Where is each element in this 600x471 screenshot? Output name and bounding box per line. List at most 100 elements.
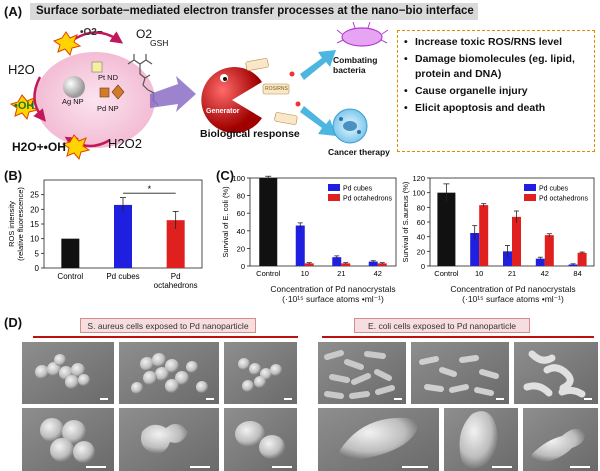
bar bbox=[503, 251, 512, 266]
x-tick-label: 42 bbox=[541, 269, 549, 278]
y-axis-label: Survival of S.aureus (%) bbox=[401, 181, 410, 262]
label-h2o-top: H2O bbox=[8, 62, 35, 77]
sem-ecoli-6 bbox=[523, 408, 598, 471]
effect-item: • Elicit apoptosis and death bbox=[404, 102, 546, 114]
x-tick-label: 10 bbox=[301, 269, 309, 278]
nano-bio-interface-region bbox=[35, 52, 155, 148]
bar bbox=[166, 220, 185, 268]
arrow-oh bbox=[33, 76, 46, 122]
y-tick-label: 120 bbox=[412, 174, 425, 183]
oh-radical-burst-icon bbox=[9, 94, 39, 121]
y-tick-label: 20 bbox=[30, 205, 39, 214]
y-tick-label: 25 bbox=[30, 191, 39, 200]
x-tick-label: Control bbox=[57, 272, 83, 281]
oh-radical-burst-icon-bottom bbox=[61, 134, 91, 161]
label-pt-nd: Pt ND bbox=[98, 73, 119, 82]
y-tick-label: 0 bbox=[241, 262, 245, 271]
legend-label: Pd octahedrons bbox=[343, 196, 393, 203]
bacteria-icon bbox=[341, 27, 383, 47]
x-tick-label: Control bbox=[256, 269, 281, 278]
y-tick-label: 80 bbox=[417, 203, 425, 212]
y-tick-label: 0 bbox=[35, 264, 40, 273]
effect-item: • Increase toxic ROS/RNS level bbox=[404, 36, 563, 48]
sem-ecoli-4 bbox=[318, 408, 439, 471]
bar bbox=[61, 238, 80, 268]
y-tick-label: 0 bbox=[421, 262, 425, 271]
panel-a-title: Surface sorbate−mediated electron transf… bbox=[30, 3, 478, 20]
bar bbox=[470, 233, 480, 266]
y-axis-label: ROS intensity(relative fluorescence) bbox=[7, 187, 25, 261]
y-tick-label: 20 bbox=[237, 244, 245, 253]
label-ag-np: Ag NP bbox=[62, 97, 84, 106]
x-tick-label: 84 bbox=[573, 269, 581, 278]
banner-ecoli: E. coli cells exposed to Pd nanoparticle bbox=[354, 318, 530, 333]
o2-radical-burst-icon bbox=[52, 31, 82, 57]
bar bbox=[544, 235, 554, 266]
panel-d-label: (D) bbox=[4, 315, 23, 330]
label-generator: Generator bbox=[206, 108, 240, 115]
divider-right bbox=[322, 336, 594, 338]
c1-xlabel: Concentration of Pd nanocrystals bbox=[270, 284, 396, 294]
y-tick-label: 40 bbox=[237, 227, 245, 236]
banner-saureus: S. aureus cells exposed to Pd nanopartic… bbox=[80, 318, 256, 333]
legend-swatch bbox=[524, 194, 536, 201]
c2-xunit: (·10¹⁵ surface atoms •ml⁻¹) bbox=[462, 294, 564, 304]
y-tick-label: 80 bbox=[237, 192, 245, 201]
arrow-to-cancer bbox=[300, 106, 336, 136]
bar bbox=[479, 205, 489, 266]
sem-saureus-5 bbox=[119, 408, 219, 471]
c1-xunit: (·10¹⁵ surface atoms •ml⁻¹) bbox=[282, 294, 384, 304]
sem-ecoli-5 bbox=[444, 408, 518, 471]
bar bbox=[535, 258, 545, 266]
bar bbox=[368, 261, 378, 266]
x-tick-label: Pd bbox=[171, 272, 181, 281]
generator-pacman-icon bbox=[201, 67, 262, 133]
x-tick-label: Control bbox=[434, 269, 459, 278]
divider-left bbox=[33, 336, 298, 338]
panel-c-label: (C) bbox=[216, 168, 235, 183]
label-combating-bacteria: Combating bacteria bbox=[333, 55, 378, 75]
bar bbox=[377, 263, 387, 266]
label-pd-np: Pd NP bbox=[97, 104, 119, 113]
effect-item: • Cause organelle injury bbox=[404, 85, 528, 97]
pd-nanoparticle-cube bbox=[99, 87, 110, 98]
bar bbox=[512, 216, 521, 266]
bar bbox=[341, 263, 351, 266]
y-tick-label: 60 bbox=[417, 218, 425, 227]
sem-saureus-6 bbox=[224, 408, 297, 471]
x-tick-label: 10 bbox=[475, 269, 483, 278]
sem-saureus-4 bbox=[22, 408, 114, 471]
label-ros-rns: ROS/RNS bbox=[265, 86, 288, 92]
legend-label: Pd octahedrons bbox=[539, 196, 589, 203]
label-o2-radical: •O2− bbox=[80, 27, 103, 38]
ros-intensity-chart: 0 5 10 15 20 25 ROS intensity(relative fluores… bbox=[7, 179, 203, 290]
x-tick-label: Pd cubes bbox=[106, 272, 139, 281]
bar bbox=[304, 263, 314, 266]
label-cancer-therapy: Cancer therapy bbox=[328, 147, 390, 157]
bar-control bbox=[437, 192, 456, 266]
panel-a-label: (A) bbox=[4, 4, 23, 19]
legend-swatch bbox=[328, 184, 340, 191]
panel-b-label: (B) bbox=[4, 168, 23, 183]
label-h2o2: H2O2 bbox=[108, 136, 142, 151]
sem-ecoli-2 bbox=[411, 342, 509, 404]
sem-ecoli-1 bbox=[318, 342, 406, 404]
significance-marker: * bbox=[148, 184, 152, 194]
label-o2: O2 bbox=[136, 27, 153, 41]
y-tick-label: 20 bbox=[417, 247, 425, 256]
legend-swatch bbox=[328, 194, 340, 201]
y-tick-label: 10 bbox=[30, 235, 39, 244]
legend-label: Pd cubes bbox=[343, 186, 373, 193]
y-tick-label: 40 bbox=[417, 233, 425, 242]
sem-saureus-2 bbox=[119, 342, 219, 404]
pt-nanodot bbox=[91, 61, 103, 73]
y-tick-label: 5 bbox=[35, 249, 40, 258]
x-tick-label: 21 bbox=[508, 269, 516, 278]
sem-saureus-1 bbox=[22, 342, 114, 404]
sem-ecoli-3 bbox=[514, 342, 598, 404]
arrow-to-bacteria bbox=[300, 50, 336, 80]
sem-saureus-3 bbox=[224, 342, 297, 404]
bar-control bbox=[259, 178, 278, 266]
effect-item: • Damage biomolecules (eg. lipid, protein… bbox=[404, 53, 575, 80]
ag-nanoparticle bbox=[63, 76, 85, 98]
